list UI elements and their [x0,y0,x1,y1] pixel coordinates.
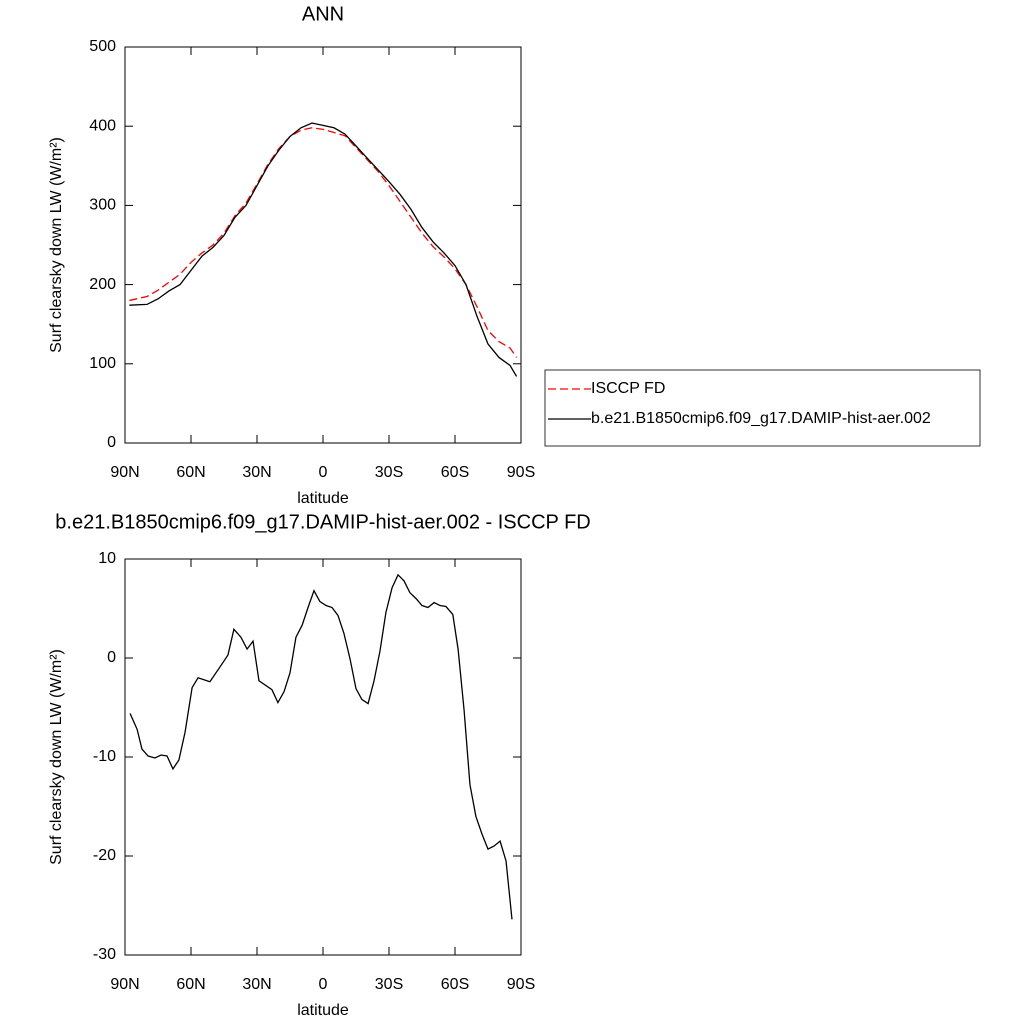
x-tick-label: 30S [375,976,403,993]
data-line [129,573,513,920]
x-axis-label: latitude [297,1002,349,1019]
y-axis-label: Surf clearsky down LW (W/m²) [48,137,65,353]
x-tick-label: 90S [507,464,535,481]
y-axis-label: Surf clearsky down LW (W/m²) [48,649,65,865]
x-tick-label: 60S [441,464,469,481]
y-tick-label: 500 [89,38,116,55]
x-tick-label: 0 [319,976,328,993]
y-tick-label: 200 [89,276,116,293]
y-tick-label: 10 [98,550,116,567]
chart-title: ANN [302,3,344,25]
x-tick-label: 30N [242,976,271,993]
y-tick-label: 0 [107,649,116,666]
plot-frame [124,46,522,444]
x-tick-label: 60N [176,976,205,993]
chart-title: b.e21.B1850cmip6.f09_g17.DAMIP-hist-aer.… [55,511,590,533]
x-tick-label: 60S [441,976,469,993]
x-tick-label: 0 [319,464,328,481]
data-line [129,122,518,377]
y-tick-label: 300 [89,197,116,214]
legend-box [544,369,981,447]
legend-label: ISCCP FD [591,380,665,397]
x-tick-label: 30S [375,464,403,481]
x-tick-label: 60N [176,464,205,481]
y-tick-label: -30 [93,946,116,963]
plot-frame [124,558,522,956]
y-tick-label: 0 [107,434,116,451]
y-tick-label: 400 [89,117,116,134]
y-tick-label: -20 [93,847,116,864]
x-tick-label: 90N [110,976,139,993]
x-tick-label: 90N [110,464,139,481]
legend-label: b.e21.B1850cmip6.f09_g17.DAMIP-hist-aer.… [591,410,931,427]
x-axis-label: latitude [297,490,349,507]
y-tick-label: 100 [89,355,116,372]
y-tick-label: -10 [93,748,116,765]
data-line [129,127,518,358]
x-tick-label: 30N [242,464,271,481]
x-tick-label: 90S [507,976,535,993]
